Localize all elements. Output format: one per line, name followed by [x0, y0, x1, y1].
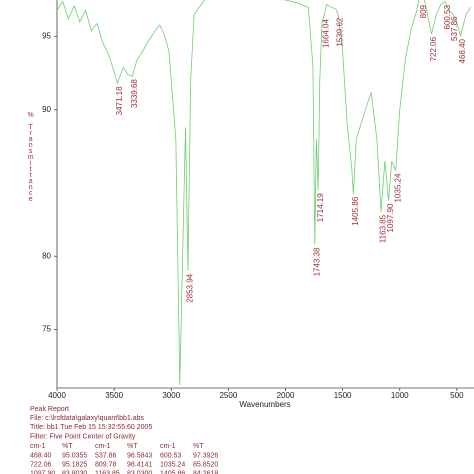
- report-cell: 85.8520: [193, 462, 218, 469]
- y-tick-label: 95: [42, 32, 51, 41]
- report-cell: 83.8030: [62, 471, 87, 474]
- peak-label: 1163.85: [379, 214, 388, 243]
- y-tick-label: 90: [42, 105, 51, 114]
- report-header: cm-1: [95, 443, 111, 450]
- report-cell: 809.78: [95, 462, 117, 469]
- x-tick-label: 3500: [105, 391, 123, 400]
- x-tick-label: 1500: [334, 391, 352, 400]
- report-line: File: c:\lrsfdata\galaxy\quant\bb1.abs: [30, 415, 145, 422]
- report-cell: 96.5843: [127, 452, 152, 459]
- report-cell: 1035.24: [160, 462, 185, 469]
- report-cell: 537.86: [95, 452, 117, 459]
- report-cell: 722.06: [30, 462, 52, 469]
- peak-label: 468.40: [458, 38, 467, 63]
- report-cell: 468.40: [30, 452, 52, 459]
- report-cell: 95.1825: [62, 462, 87, 469]
- x-tick-label: 2000: [277, 391, 295, 400]
- report-cell: 1405.86: [160, 471, 185, 474]
- report-cell: 97.3926: [193, 452, 218, 459]
- peak-label: 1097.90: [386, 203, 395, 232]
- report-cell: 84.2618: [193, 471, 218, 474]
- peak-label: 1743.38: [312, 247, 321, 276]
- x-tick-label: 2500: [219, 391, 237, 400]
- report-cell: 600.53: [160, 452, 182, 459]
- report-header: cm-1: [30, 443, 46, 450]
- peak-label: 2853.94: [186, 273, 195, 302]
- peak-label: 3339.68: [130, 79, 139, 108]
- peak-label: 1664.04: [321, 19, 330, 48]
- x-tick-label: 1000: [391, 391, 409, 400]
- report-header: %T: [193, 443, 204, 450]
- report-cell: 1097.90: [30, 471, 55, 474]
- peak-label: 600.53: [443, 4, 452, 29]
- peak-label: 1035.24: [393, 173, 402, 202]
- peak-report: Peak Report File: c:\lrsfdata\galaxy\quan…: [30, 406, 218, 474]
- x-tick-label: 500: [450, 391, 464, 400]
- y-tick-label: 75: [42, 325, 51, 334]
- y-tick-label: 80: [42, 251, 51, 260]
- peak-label: 537.86: [450, 16, 459, 41]
- peak-label: 1539.62: [336, 17, 345, 46]
- spectrum-line: [57, 0, 471, 386]
- report-line: Filter: Five Point Center of Gravity: [30, 433, 136, 440]
- peak-label: 1405.86: [351, 196, 360, 225]
- report-cell: 1163.85: [95, 471, 120, 474]
- report-header: %T: [62, 443, 73, 450]
- report-cell: 98.4141: [127, 462, 152, 469]
- x-tick-label: 3000: [162, 391, 180, 400]
- x-axis-title: Wavenumbers: [239, 400, 290, 409]
- peak-label: 1714.19: [316, 193, 325, 222]
- report-line: Title: bb1 Tue Feb 15 15:32:55:60 2005: [30, 424, 152, 431]
- x-tick-label: 4000: [48, 391, 66, 400]
- peak-label: 722.06: [429, 36, 438, 61]
- y-axis-title: % Transmittance: [27, 112, 34, 202]
- plot-area: [57, 0, 471, 386]
- report-line: Peak Report: [30, 406, 69, 413]
- report-header: %T: [127, 443, 138, 450]
- peak-label: 3471.18: [115, 86, 124, 115]
- report-header: cm-1: [160, 443, 176, 450]
- report-cell: 95.0355: [62, 452, 87, 459]
- peak-label: 809: [419, 4, 428, 18]
